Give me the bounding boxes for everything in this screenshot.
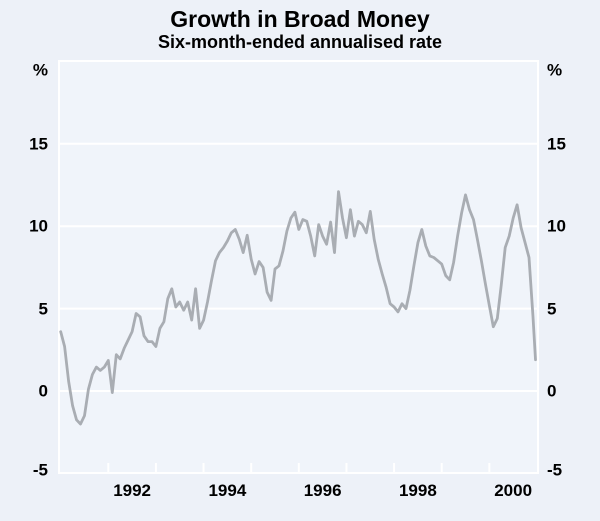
x-tick-label-1996: 1996 [303, 481, 342, 500]
plot-frame [58, 60, 539, 474]
y-tick-label-right-0: 0 [547, 381, 557, 401]
y-axis-unit-left: % [32, 60, 48, 80]
plot-background [59, 61, 538, 473]
y-tick-label-right-15: 15 [547, 134, 566, 154]
y-tick-label-left-0: 0 [38, 381, 48, 401]
y-tick-label-right--5: -5 [547, 460, 563, 480]
chart-title: Growth in Broad Money [170, 6, 430, 32]
y-tick-label-right-10: 10 [547, 216, 566, 236]
y-axis-unit-right: % [547, 60, 563, 80]
y-tick-label-right-5: 5 [547, 299, 557, 319]
x-tick-label-1994: 1994 [208, 481, 247, 500]
y-tick-label-left-10: 10 [29, 216, 48, 236]
chart-subtitle: Six-month-ended annualised rate [157, 32, 443, 52]
data-line-series-0 [59, 190, 537, 426]
x-tick-label-1992: 1992 [113, 481, 152, 500]
y-tick-label-left--5: -5 [32, 460, 48, 480]
y-tick-label-left-5: 5 [38, 299, 48, 319]
x-tick-label-1998: 1998 [398, 481, 437, 500]
x-tick-label-2000: 2000 [494, 481, 533, 500]
y-tick-label-left-15: 15 [29, 134, 48, 154]
